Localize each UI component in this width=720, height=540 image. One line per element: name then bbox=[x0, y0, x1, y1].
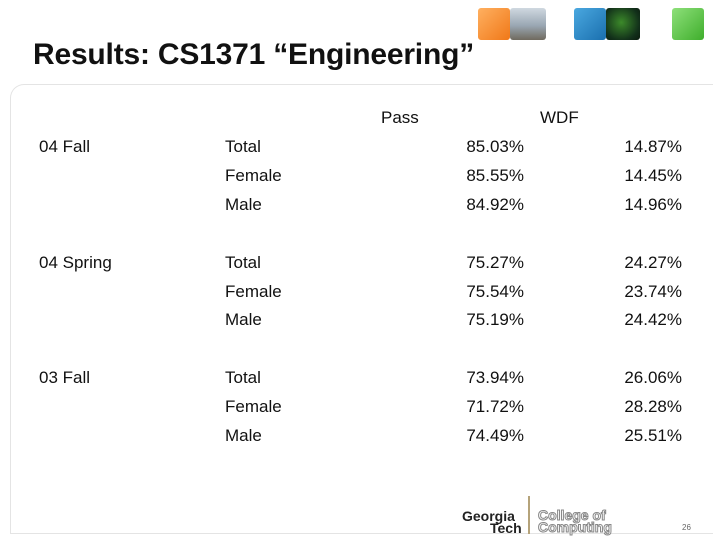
row-label: Male bbox=[225, 195, 262, 214]
wdf-value: 23.74% bbox=[624, 282, 682, 301]
wdf-value: 28.28% bbox=[624, 397, 682, 416]
logo-tech-text: Tech bbox=[490, 520, 522, 536]
blue-square-decoration bbox=[574, 8, 606, 40]
logo-georgia-text: Georgia bbox=[462, 508, 515, 524]
pass-value: 85.03% bbox=[466, 137, 524, 156]
logo-college-of-text: College of bbox=[538, 507, 607, 523]
row-label: Male bbox=[225, 310, 262, 329]
logo-computing-text: Computing bbox=[538, 519, 613, 535]
logo-divider bbox=[528, 496, 530, 534]
pass-value: 71.72% bbox=[466, 397, 524, 416]
pass-value: 75.27% bbox=[466, 253, 524, 272]
pass-value: 73.94% bbox=[466, 368, 524, 387]
pass-value: 75.54% bbox=[466, 282, 524, 301]
row-label: Total bbox=[225, 137, 261, 156]
circuit-photo-decoration bbox=[606, 8, 640, 40]
orange-square-decoration bbox=[478, 8, 510, 40]
pass-value: 74.49% bbox=[466, 426, 524, 445]
pass-value: 85.55% bbox=[466, 166, 524, 185]
wdf-value: 14.45% bbox=[624, 166, 682, 185]
content-frame bbox=[10, 84, 713, 534]
page-number: 26 bbox=[682, 523, 691, 532]
term-label: 03 Fall bbox=[39, 368, 91, 387]
wdf-value: 14.96% bbox=[624, 195, 682, 214]
term-label: 04 Fall bbox=[39, 137, 91, 156]
row-label: Female bbox=[225, 166, 282, 185]
row-label: Male bbox=[225, 426, 262, 445]
green-square-decoration bbox=[672, 8, 704, 40]
pass-value: 75.19% bbox=[466, 310, 524, 329]
pass-value: 84.92% bbox=[466, 195, 524, 214]
wdf-value: 26.06% bbox=[624, 368, 682, 387]
row-label: Female bbox=[225, 282, 282, 301]
row-label: Female bbox=[225, 397, 282, 416]
column-header-pass: Pass bbox=[381, 108, 419, 127]
wdf-value: 24.27% bbox=[624, 253, 682, 272]
campus-photo-decoration bbox=[510, 8, 546, 40]
wdf-value: 25.51% bbox=[624, 426, 682, 445]
wdf-value: 14.87% bbox=[624, 137, 682, 156]
column-header-wdf: WDF bbox=[540, 108, 579, 127]
row-label: Total bbox=[225, 368, 261, 387]
slide-title: Results: CS1371 “Engineering” bbox=[33, 38, 474, 71]
wdf-value: 24.42% bbox=[624, 310, 682, 329]
row-label: Total bbox=[225, 253, 261, 272]
georgia-tech-college-of-computing-logo: Georgia Tech College of Computing bbox=[460, 496, 630, 536]
term-label: 04 Spring bbox=[39, 253, 112, 272]
